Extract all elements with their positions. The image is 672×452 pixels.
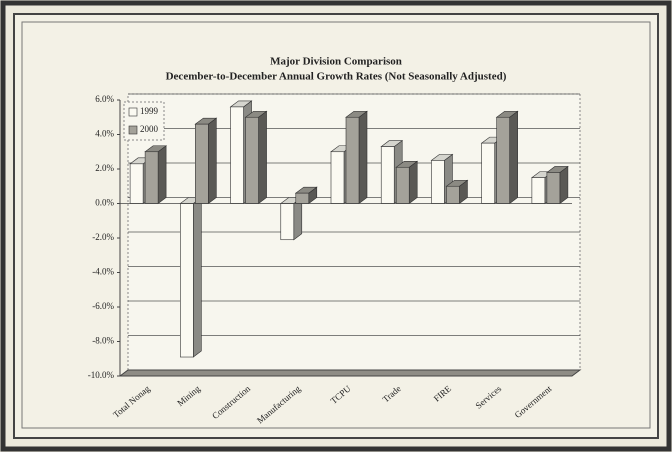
y-tick-label: -2.0% bbox=[92, 232, 114, 242]
bar bbox=[395, 160, 419, 205]
bar-front bbox=[180, 203, 194, 358]
y-tick-label: -8.0% bbox=[92, 336, 114, 346]
bar-front bbox=[295, 192, 310, 204]
bar-side bbox=[208, 117, 217, 205]
bar-front bbox=[531, 177, 546, 204]
bar-front bbox=[144, 151, 159, 204]
bar bbox=[294, 186, 318, 205]
bar-front bbox=[380, 146, 395, 204]
bar-side bbox=[358, 110, 368, 205]
legend-swatch bbox=[128, 125, 138, 135]
chart-title: Major Division Comparison bbox=[270, 56, 402, 68]
bar-front bbox=[345, 116, 360, 204]
bar bbox=[545, 165, 569, 205]
bar-front bbox=[546, 172, 561, 204]
bar-front bbox=[129, 163, 144, 204]
y-tick-label: 6.0% bbox=[95, 94, 114, 104]
inner-frame-line bbox=[21, 21, 651, 429]
bar bbox=[144, 145, 168, 205]
bar-front bbox=[481, 142, 495, 204]
y-tick-label: 2.0% bbox=[95, 163, 114, 173]
legend-label: 2000 bbox=[140, 124, 159, 134]
bar-side bbox=[509, 110, 518, 205]
bar-front bbox=[431, 160, 445, 204]
bar bbox=[194, 117, 218, 205]
plot-floor bbox=[118, 369, 582, 377]
legend-swatch bbox=[128, 107, 138, 117]
bar bbox=[495, 110, 519, 205]
bar-front bbox=[230, 106, 244, 204]
y-tick-label: -4.0% bbox=[92, 267, 114, 277]
bar-front bbox=[496, 116, 510, 204]
bar-side bbox=[258, 110, 267, 205]
bar-front bbox=[245, 116, 259, 204]
bar bbox=[244, 110, 268, 205]
bar-front bbox=[195, 123, 209, 204]
y-tick-label: -6.0% bbox=[92, 301, 114, 311]
y-tick-label: -10.0% bbox=[88, 370, 115, 380]
legend-label: 1999 bbox=[140, 106, 159, 116]
bar-side bbox=[193, 196, 202, 358]
bar-front bbox=[446, 185, 460, 204]
bar bbox=[179, 196, 203, 358]
bar-side bbox=[408, 160, 418, 205]
bar bbox=[445, 179, 469, 205]
bar-front bbox=[280, 203, 295, 241]
bar-side bbox=[157, 145, 167, 205]
bar-front bbox=[395, 166, 410, 204]
bar bbox=[345, 110, 368, 205]
y-tick-label: 0.0% bbox=[95, 198, 114, 208]
bar-side bbox=[559, 165, 569, 205]
chart-subtitle: December-to-December Annual Growth Rates… bbox=[166, 71, 507, 83]
y-tick-label: 4.0% bbox=[95, 129, 114, 139]
bar-front bbox=[330, 151, 345, 204]
